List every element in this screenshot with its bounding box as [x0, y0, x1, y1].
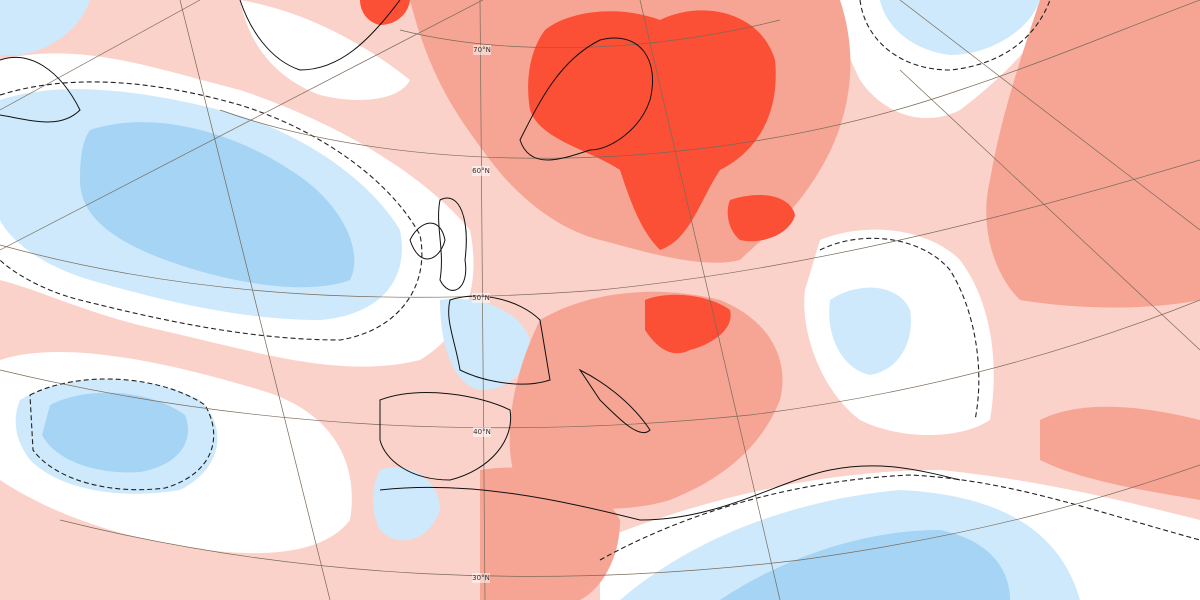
latitude-label: 40°N: [473, 428, 491, 436]
label-background: [473, 427, 491, 437]
latitude-label: 60°N: [472, 167, 490, 175]
strong-negative-anomaly: [42, 122, 1010, 600]
latitude-label: 30°N: [472, 574, 490, 582]
coastlines: [0, 0, 961, 521]
latitude-label: 70°N: [473, 46, 491, 54]
strong-positive-anomaly: [360, 0, 795, 354]
label-background: [472, 166, 490, 176]
label-background: [472, 293, 490, 303]
label-background: [473, 45, 491, 55]
latitude-labels: 70°N 60°N 50°N 40°N 30°N: [472, 45, 491, 583]
latitude-label: 50°N: [472, 294, 490, 302]
label-background: [472, 573, 490, 583]
zero-contours: [0, 0, 1200, 561]
